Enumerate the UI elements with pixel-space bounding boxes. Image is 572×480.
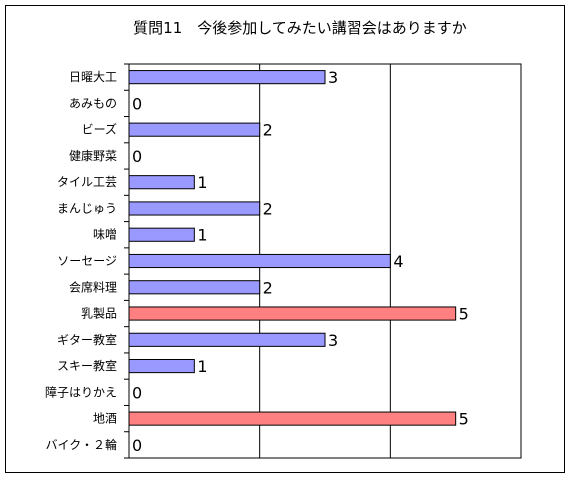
data-label: 2 [263,121,273,140]
bar [128,122,261,137]
bar [128,359,195,374]
data-label: 3 [328,331,338,350]
data-label: 2 [263,278,273,297]
bar [128,411,457,426]
category-label: 日曜大工 [69,70,117,84]
data-label: 1 [197,357,207,376]
bar [128,332,326,347]
data-label: 0 [132,436,142,455]
category-label: まんじゅう [57,201,117,215]
category-label: 会席料理 [69,279,117,294]
bar [128,175,195,190]
data-label: 0 [132,94,142,113]
bar [128,227,195,242]
bar [128,70,326,85]
category-label: あみもの [69,96,117,110]
bar [128,253,391,269]
bar [128,280,261,295]
category-label: 障子はりかえ [45,384,117,399]
data-label: 1 [197,226,207,245]
category-label: 地酒 [93,412,117,426]
category-label: ギター教室 [57,332,117,347]
chart-frame: 質問11 今後参加してみたい講習会はありますか 日曜大工 3 あみもの 0 ビーズ 2 健康… [5,5,565,473]
category-label: 味噌 [93,228,117,242]
bar [128,306,457,321]
plot-area: 日曜大工 3 あみもの 0 ビーズ 2 健康野菜 0 タイル工芸 1 まんじゅう 2 味噌 1 ソーセージ 4… [45,63,522,459]
category-label: ソーセージ [57,254,117,268]
data-label: 0 [132,147,142,166]
data-label: 3 [328,68,338,87]
chart-title: 質問11 今後参加してみたい講習会はありますか [133,19,467,37]
data-label: 1 [197,173,207,192]
category-label: タイル工芸 [57,175,117,189]
bar [128,201,261,216]
category-label: ビーズ [82,122,117,137]
category-label: 乳製品 [81,307,117,321]
category-label: バイク・２輪 [45,437,117,452]
data-label: 4 [393,252,403,271]
chart-svg: 質問11 今後参加してみたい講習会はありますか 日曜大工 3 あみもの 0 ビーズ 2 健康… [45,19,522,459]
category-label: 健康野菜 [69,148,117,163]
data-label: 5 [459,410,469,429]
category-label: スキー教室 [57,358,117,373]
data-label: 2 [263,199,273,218]
data-label: 0 [132,383,142,402]
data-label: 5 [459,305,469,324]
